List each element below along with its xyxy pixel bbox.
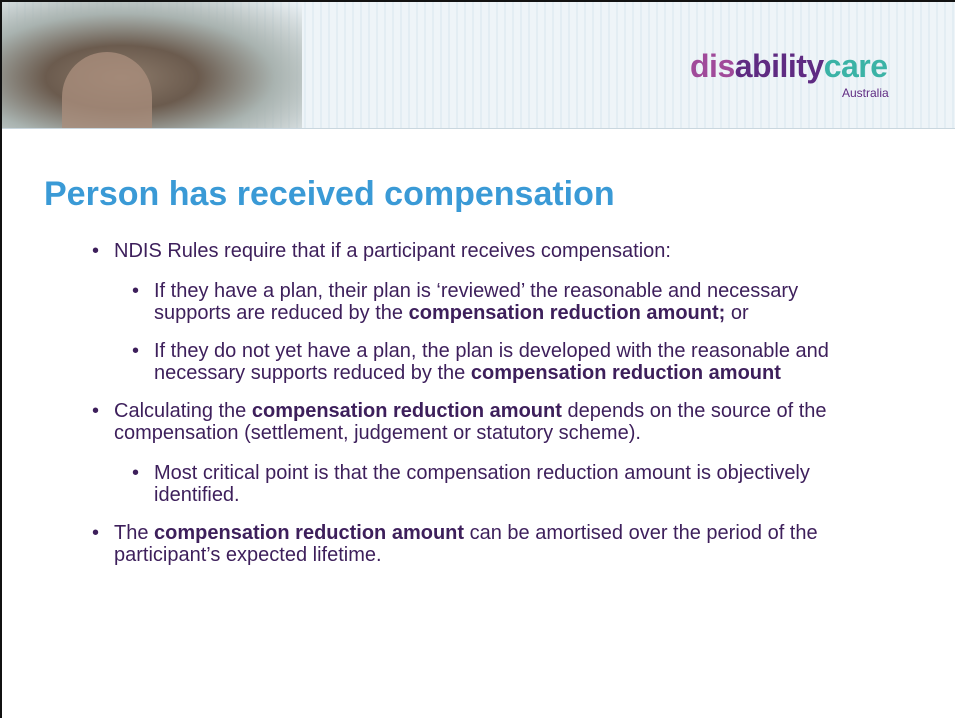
bullet-item: • NDIS Rules require that if a participan…	[2, 240, 874, 262]
bullet-item: • Calculating the compensation reduction …	[2, 400, 874, 444]
text: or	[725, 302, 749, 324]
bullet-marker: •	[92, 240, 100, 262]
bullet-marker: •	[132, 340, 140, 362]
bullet-item: • Most critical point is that the compens…	[2, 462, 874, 506]
text: If they do not yet have a plan, the plan…	[154, 340, 829, 384]
header-band: disabilitycare Australia	[2, 2, 955, 129]
logo: disabilitycare	[690, 48, 888, 85]
bullet-marker: •	[132, 280, 140, 302]
text: Most critical point is that the compensa…	[154, 462, 810, 506]
bullet-list: • NDIS Rules require that if a participan…	[2, 240, 902, 584]
text: If they have a plan, their plan is ‘revi…	[154, 280, 799, 324]
text: NDIS Rules require that if a participant…	[114, 240, 671, 262]
slide-title: Person has received compensation	[44, 175, 615, 213]
text: can be amortised over the period of the …	[114, 522, 818, 566]
bold-text: compensation reduction amount	[154, 522, 465, 544]
bullet-marker: •	[92, 522, 100, 544]
logo-part: dis	[690, 48, 735, 84]
text: Calculating the	[114, 400, 252, 422]
text: The	[114, 522, 155, 544]
logo-part: care	[823, 48, 888, 84]
logo-part: ability	[734, 48, 824, 84]
bold-text: compensation reduction amount	[470, 362, 781, 384]
bullet-marker: •	[92, 400, 100, 422]
bold-text: compensation reduction amount;	[408, 302, 726, 324]
header-photo-figure	[62, 52, 152, 128]
bold-text: compensation reduction amount	[251, 400, 562, 422]
logo-tagline: Australia	[842, 86, 889, 100]
bullet-item: • If they have a plan, their plan is ‘rev…	[2, 280, 874, 324]
text: depends on the source of the compensatio…	[114, 400, 827, 444]
bullet-item: • The compensation reduction amount can b…	[2, 522, 874, 566]
bullet-item: • If they do not yet have a plan, the pla…	[2, 340, 874, 384]
bullet-marker: •	[132, 462, 140, 484]
header-photo	[2, 2, 302, 128]
